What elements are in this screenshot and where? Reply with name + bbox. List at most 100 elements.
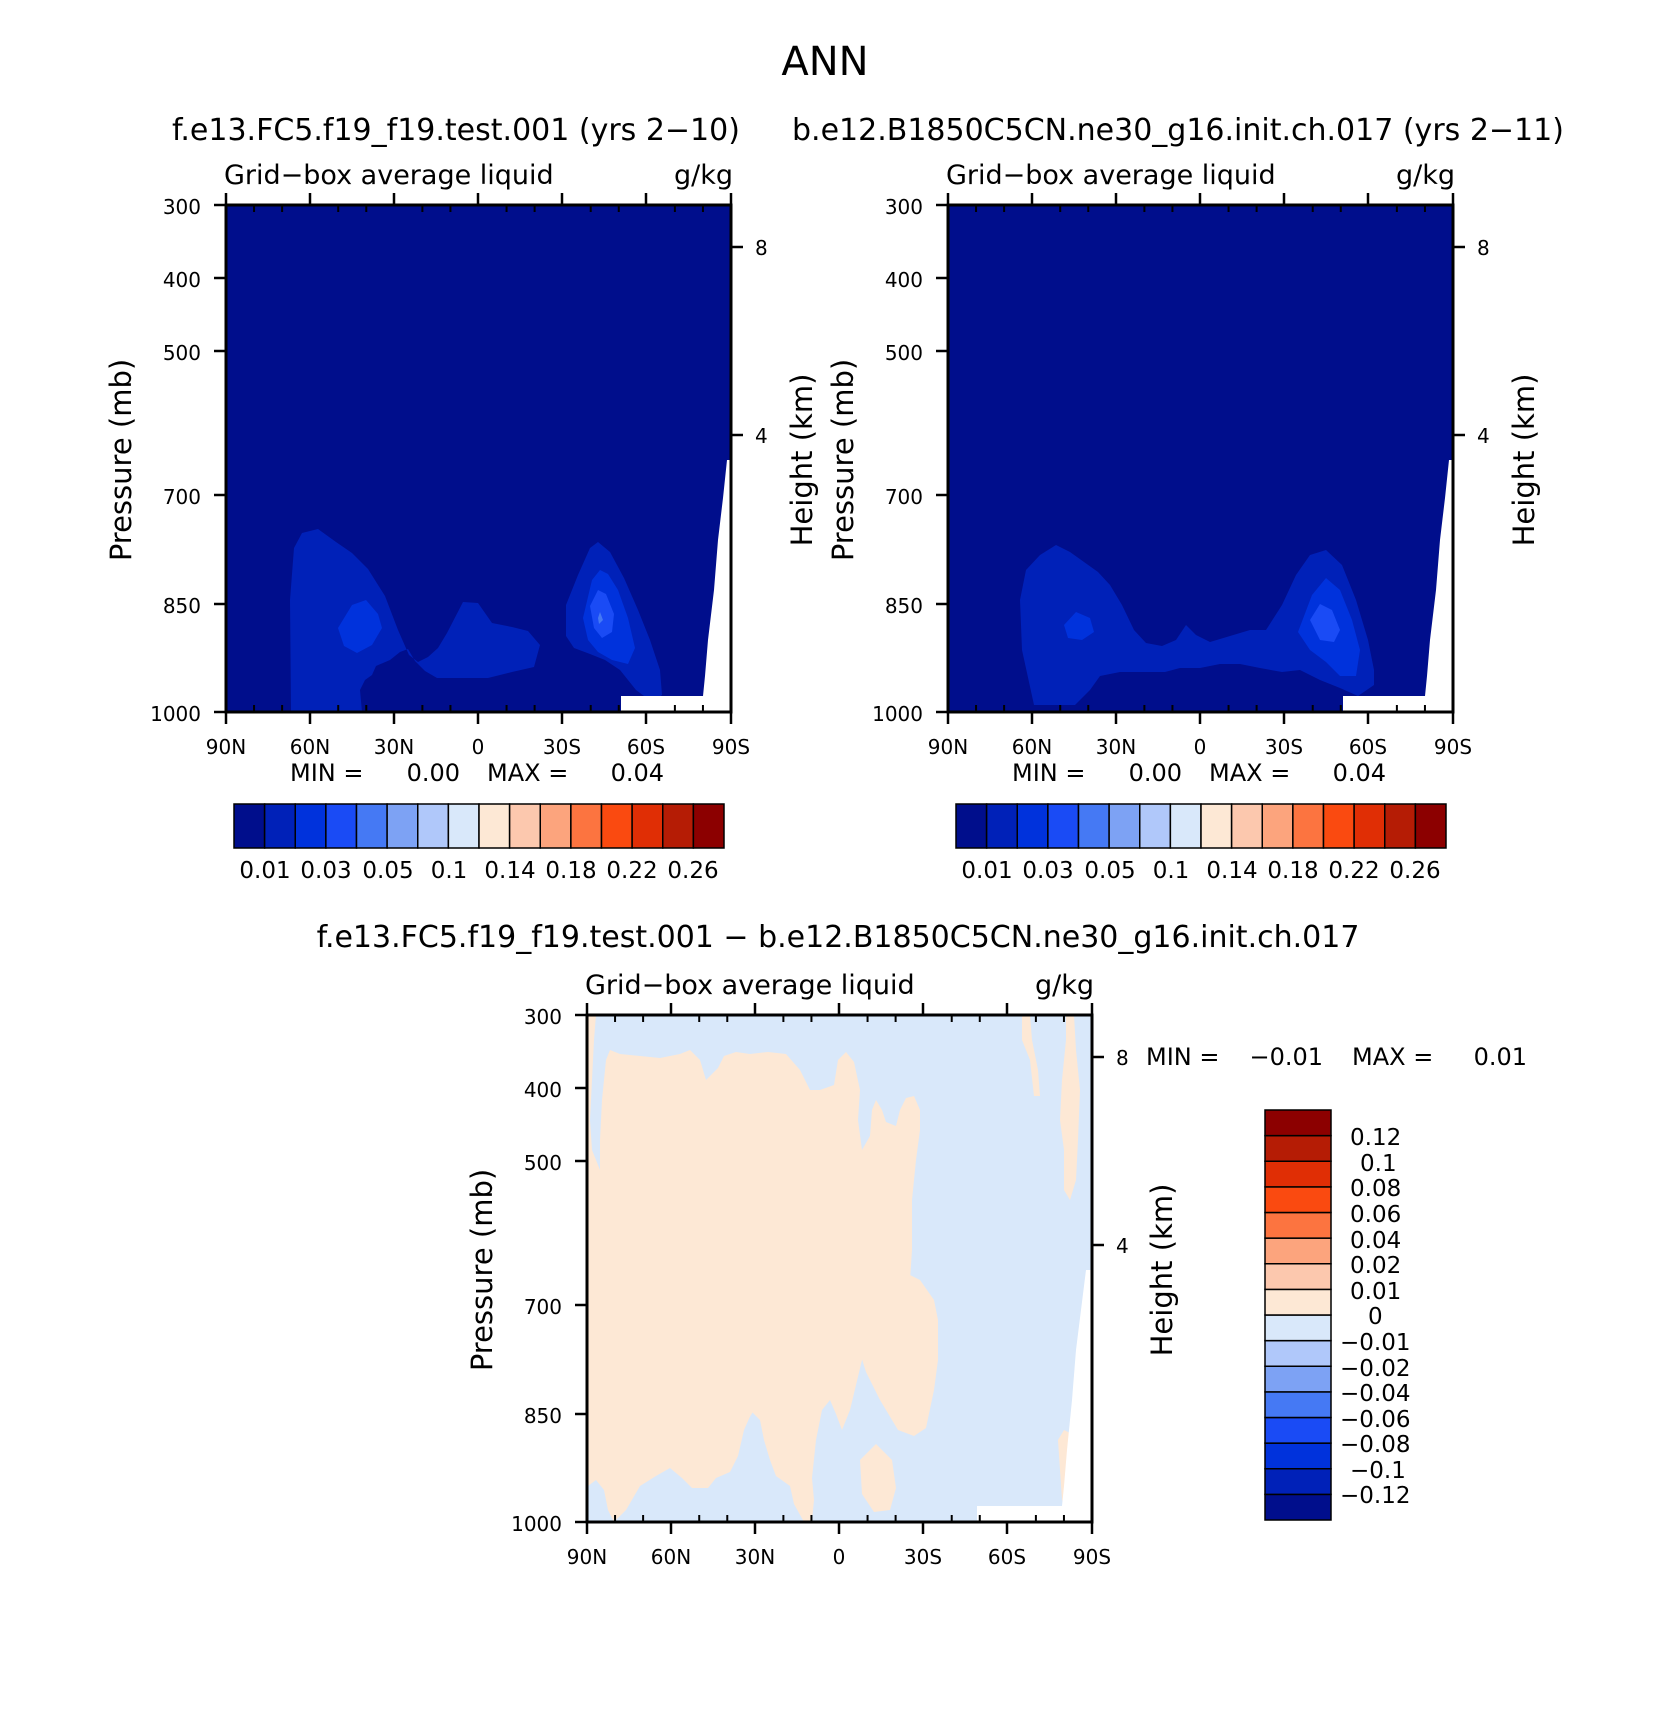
- colorbar-swatch: [1077, 803, 1110, 849]
- contour-region-low: [1020, 545, 1374, 705]
- min-label: MIN =: [1012, 759, 1085, 787]
- colorbar-label: 0.01: [1350, 1279, 1401, 1305]
- colorbar-swatch: [1264, 1288, 1332, 1316]
- colorbar-swatch: [539, 803, 572, 849]
- colorbar-label: −0.04: [1340, 1381, 1410, 1407]
- panel-units-label: g/kg: [1035, 970, 1094, 1001]
- colorbar-label: 0.04: [1350, 1228, 1401, 1254]
- ytick-label: 700: [163, 485, 201, 509]
- colorbar-swatch: [1264, 1109, 1332, 1137]
- xtick-label: 30S: [1265, 735, 1303, 759]
- ytick-label: 500: [163, 341, 201, 365]
- colorbar-swatch: [294, 803, 327, 849]
- missing-data-region: [977, 1270, 1092, 1522]
- min-label: MIN =: [1146, 1043, 1219, 1071]
- xtick-label: 60S: [1349, 735, 1387, 759]
- ytick-label: 1000: [150, 702, 201, 726]
- colorbar: [1264, 1109, 1332, 1521]
- contour-region-high: [1310, 604, 1340, 642]
- colorbar-label: 0.05: [1084, 858, 1135, 884]
- axis-ticks: [575, 1003, 1104, 1534]
- colorbar-label: 0.06: [1350, 1202, 1401, 1228]
- colorbar-label: −0.1: [1350, 1458, 1406, 1484]
- colorbar-swatch: [1292, 803, 1325, 849]
- panel-title: f.e13.FC5.f19_f19.test.001 (yrs 2−10): [172, 113, 740, 148]
- ytick-label: 850: [163, 594, 201, 618]
- contour-region-low: [290, 529, 540, 712]
- colorbar: [955, 803, 1447, 849]
- colorbar-label: −0.08: [1340, 1432, 1410, 1458]
- ytick-label: 1000: [872, 702, 923, 726]
- ytick-label: 400: [885, 268, 923, 292]
- colorbar-swatch: [1264, 1365, 1332, 1393]
- height-tick-label: 4: [755, 424, 768, 448]
- colorbar-swatch: [1261, 803, 1294, 849]
- colorbar-swatch: [1200, 803, 1233, 849]
- colorbar-swatch: [1047, 803, 1080, 849]
- ytick-label: 700: [885, 485, 923, 509]
- colorbar-label: 0.26: [667, 858, 718, 884]
- colorbar-swatch: [1230, 803, 1263, 849]
- xtick-label: 60N: [651, 1545, 691, 1569]
- colorbar-swatch: [233, 803, 266, 849]
- colorbar-swatch: [1264, 1186, 1332, 1214]
- colorbar-swatch: [1264, 1468, 1332, 1496]
- xtick-label: 30N: [374, 735, 414, 759]
- colorbar-label: 0.08: [1350, 1176, 1401, 1202]
- height-tick-label: 8: [1116, 1046, 1129, 1070]
- xtick-label: 30N: [735, 1545, 775, 1569]
- colorbar-label: 0.22: [1328, 858, 1379, 884]
- colorbar-label: 0.01: [961, 858, 1012, 884]
- xtick-label: 30S: [904, 1545, 942, 1569]
- y-axis-label-right: Height (km): [1507, 374, 1541, 547]
- missing-data-region: [621, 460, 731, 712]
- height-tick-label: 4: [1477, 424, 1490, 448]
- colorbar-label: 0.03: [1022, 858, 1073, 884]
- ytick-label: 300: [163, 195, 201, 219]
- colorbar-swatch: [508, 803, 541, 849]
- contour-region-positive: [1022, 1015, 1040, 1096]
- height-tick-label: 8: [1477, 236, 1490, 260]
- contour-region-mid: [338, 600, 382, 653]
- ytick-label: 400: [524, 1078, 562, 1102]
- ytick-label: 300: [524, 1005, 562, 1029]
- colorbar-swatch: [955, 803, 988, 849]
- y-axis-label: Pressure (mb): [104, 359, 138, 561]
- colorbar-swatch: [692, 803, 725, 849]
- xtick-label: 90N: [567, 1545, 607, 1569]
- contour-region-mid: [1064, 612, 1094, 640]
- max-label: MAX =: [1209, 759, 1290, 787]
- height-tick-label: 4: [1116, 1234, 1129, 1258]
- colorbar-label: 0.18: [1267, 858, 1318, 884]
- colorbar-swatch: [1322, 803, 1355, 849]
- colorbar-swatch: [1264, 1211, 1332, 1239]
- colorbar-swatch: [1016, 803, 1049, 849]
- max-label: MAX =: [487, 759, 568, 787]
- colorbar-swatch: [1264, 1493, 1332, 1521]
- colorbar-label: 0.12: [1350, 1125, 1401, 1151]
- colorbar-swatch: [1264, 1416, 1332, 1444]
- xtick-label: 0: [1194, 735, 1207, 759]
- colorbar-swatch: [662, 803, 695, 849]
- ytick-label: 300: [885, 195, 923, 219]
- xtick-label: 60N: [1012, 735, 1052, 759]
- height-tick-label: 8: [755, 236, 768, 260]
- panel-variable-label: Grid−box average liquid: [224, 160, 554, 191]
- colorbar-swatch: [570, 803, 603, 849]
- colorbar-swatch: [1414, 803, 1447, 849]
- xtick-label: 60S: [988, 1545, 1026, 1569]
- max-value: 0.01: [1474, 1043, 1527, 1071]
- axis-ticks: [936, 193, 1465, 724]
- colorbar-swatch: [386, 803, 419, 849]
- panel-variable-label: Grid−box average liquid: [585, 970, 915, 1001]
- axis-minor-ticks: [253, 205, 704, 712]
- panel-test: f.e13.FC5.f19_f19.test.001 (yrs 2−10) Gr…: [104, 113, 819, 884]
- min-label: MIN =: [290, 759, 363, 787]
- ytick-label: 850: [524, 1404, 562, 1428]
- colorbar-swatch: [1264, 1391, 1332, 1419]
- contour-region-positive: [860, 1444, 896, 1512]
- ytick-label: 700: [524, 1295, 562, 1319]
- colorbar-swatch: [447, 803, 480, 849]
- y-axis-label-right: Height (km): [785, 374, 819, 547]
- panel-units-label: g/kg: [1396, 160, 1455, 191]
